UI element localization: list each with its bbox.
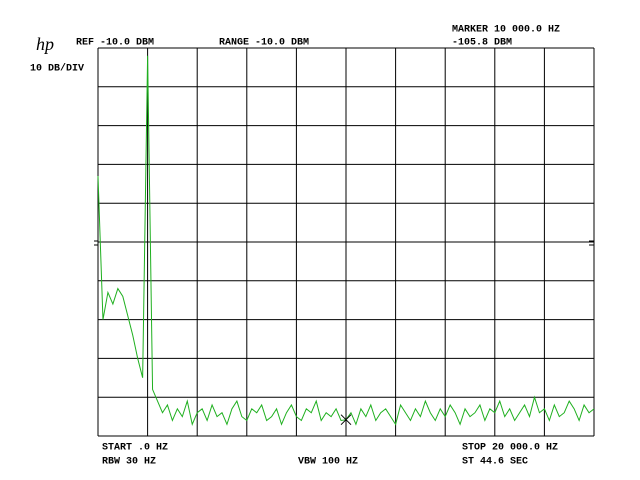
rbw-label: RBW 30 HZ [102,457,156,468]
vbw-label: VBW 100 HZ [298,457,358,468]
marker-value: -105.8 DBM [452,38,512,49]
marker-label: MARKER 10 000.0 HZ [452,25,560,36]
sweep-label: ST 44.6 SEC [462,457,528,468]
ref-label: REF -10.0 DBM [76,38,154,49]
stop-label: STOP 20 000.0 HZ [462,443,558,454]
scale-label: 10 DB/DIV [30,63,84,75]
range-label: RANGE -10.0 DBM [219,38,309,49]
start-label: START .0 HZ [102,443,168,454]
center-ticks [94,240,594,246]
logo: hp [36,34,54,54]
marker [340,414,352,426]
